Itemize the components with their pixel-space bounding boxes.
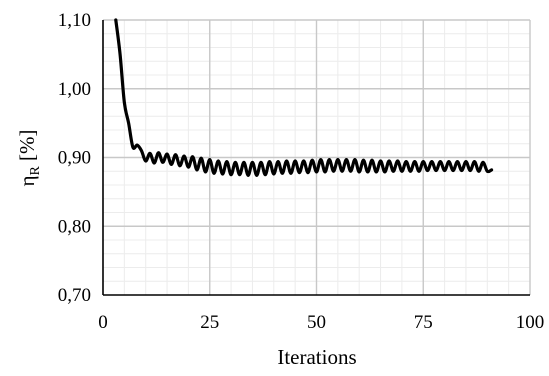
y-tick-label: 0,90 xyxy=(58,148,91,169)
y-tick-label: 0,70 xyxy=(58,285,91,306)
x-tick-label: 75 xyxy=(414,312,433,333)
axes xyxy=(102,20,530,296)
x-tick-label: 25 xyxy=(200,312,219,333)
y-tick-labels: 0,70 0,80 0,90 1,00 1,10 xyxy=(58,10,91,306)
y-tick-label: 1,00 xyxy=(58,79,91,100)
y-tick-label: 1,10 xyxy=(58,10,91,31)
x-tick-label: 50 xyxy=(307,312,326,333)
y-axis-symbol: η xyxy=(15,176,39,187)
y-axis-unit: [%] xyxy=(15,129,39,166)
y-axis-subscript: R xyxy=(28,166,43,176)
series-line xyxy=(114,18,494,177)
y-tick-label: 0,80 xyxy=(58,216,91,237)
x-tick-label: 0 xyxy=(98,312,108,333)
x-tick-label: 100 xyxy=(516,312,545,333)
series-layer xyxy=(114,18,494,177)
x-axis-title: Iterations xyxy=(277,345,356,369)
x-tick-labels: 0 25 50 75 100 xyxy=(98,312,544,333)
y-axis-title: ηR [%] xyxy=(15,129,43,186)
